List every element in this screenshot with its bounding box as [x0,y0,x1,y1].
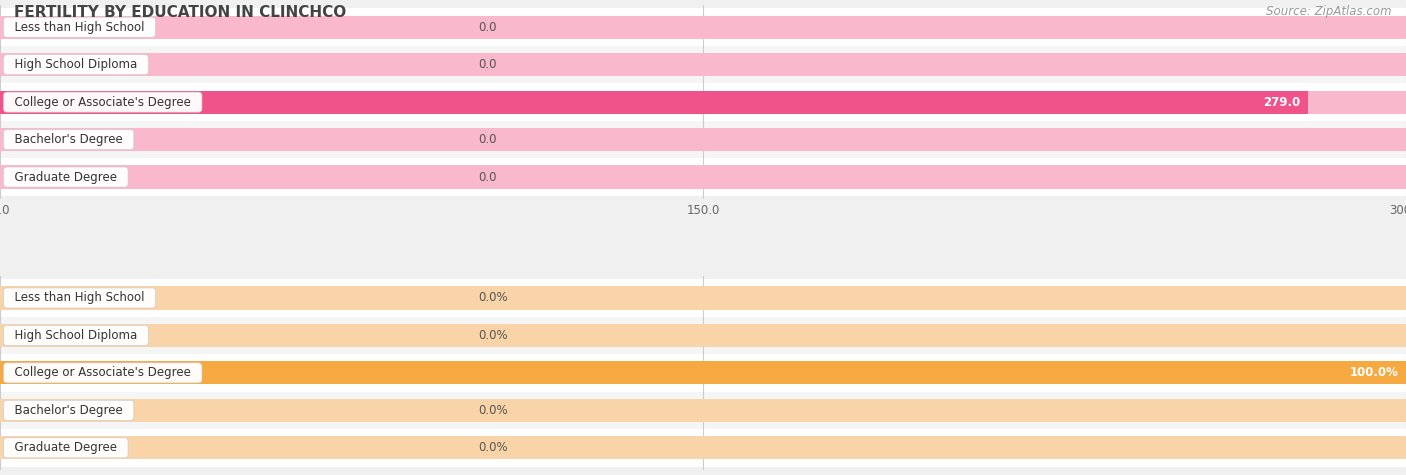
Text: Graduate Degree: Graduate Degree [7,171,125,183]
Bar [0,128,7,151]
Text: 0.0%: 0.0% [478,292,508,304]
Text: High School Diploma: High School Diploma [7,329,145,342]
Bar [0,91,1308,114]
Bar [0,16,1406,39]
Text: 279.0: 279.0 [1264,95,1301,109]
Bar [0,121,1406,158]
Text: 100.0%: 100.0% [1350,366,1399,380]
Text: 0.0%: 0.0% [478,329,508,342]
Bar [0,354,1406,391]
Text: 0.0%: 0.0% [478,404,508,417]
Text: 0.0: 0.0 [478,58,496,71]
Bar [0,128,1406,151]
Text: High School Diploma: High School Diploma [7,58,145,71]
Bar [0,165,7,189]
Text: College or Associate's Degree: College or Associate's Degree [7,366,198,380]
Bar [0,16,7,39]
Text: 0.0: 0.0 [478,21,496,34]
Bar [0,91,1406,114]
Bar [0,399,1406,422]
Bar [0,9,1406,46]
Bar [0,165,1406,189]
Bar [0,324,7,347]
Bar [0,158,1406,196]
Bar [0,286,1406,310]
Text: FERTILITY BY EDUCATION IN CLINCHCO: FERTILITY BY EDUCATION IN CLINCHCO [14,5,346,20]
Text: 0.0: 0.0 [478,133,496,146]
Bar [0,46,1406,84]
Text: Less than High School: Less than High School [7,292,152,304]
Bar [0,436,7,459]
Text: College or Associate's Degree: College or Associate's Degree [7,95,198,109]
Bar [0,436,1406,459]
Text: Bachelor's Degree: Bachelor's Degree [7,133,131,146]
Bar [0,324,1406,347]
Bar [0,361,1406,384]
Bar [0,53,7,76]
Text: 0.0%: 0.0% [478,441,508,454]
Bar [0,429,1406,466]
Text: Less than High School: Less than High School [7,21,152,34]
Bar [0,317,1406,354]
Bar [0,84,1406,121]
Bar [0,361,1406,384]
Bar [0,399,7,422]
Bar [0,286,7,310]
Bar [0,53,1406,76]
Text: Graduate Degree: Graduate Degree [7,441,125,454]
Bar [0,391,1406,429]
Bar [0,279,1406,317]
Text: Bachelor's Degree: Bachelor's Degree [7,404,131,417]
Text: Source: ZipAtlas.com: Source: ZipAtlas.com [1267,5,1392,18]
Text: 0.0: 0.0 [478,171,496,183]
